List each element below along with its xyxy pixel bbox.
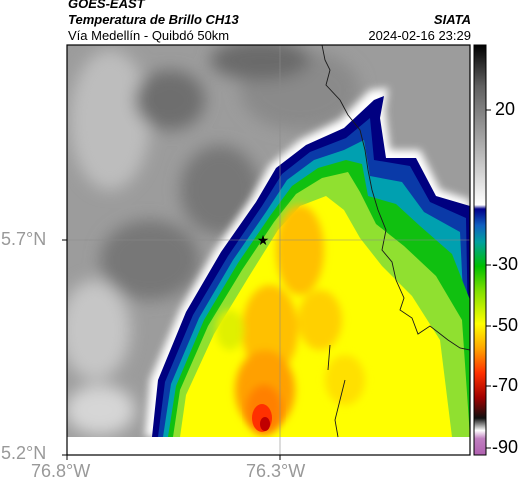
colorbar [473, 44, 491, 456]
colorbar-label-20: 20 [495, 99, 516, 119]
satellite-title: GOES-EAST [68, 0, 145, 11]
lat-label-5-2n: 5.2°N [1, 443, 47, 463]
station-marker: ★ [257, 232, 270, 248]
product-title: Temperatura de Brillo CH13 [68, 12, 239, 27]
axis-ticks [62, 239, 281, 460]
brightness-temperature-field [67, 45, 470, 455]
org-label: SIATA [433, 12, 471, 27]
colorbar-label-minus90: -90 [492, 437, 519, 457]
admin-borders [321, 45, 470, 438]
lon-label-76-3w: 76.3°W [246, 461, 306, 481]
graticule [67, 45, 470, 455]
colorbar-label-minus30: -30 [492, 254, 519, 274]
colorbar-label-minus50: -50 [492, 315, 519, 335]
colorbar-label-minus70: -70 [492, 375, 519, 395]
datetime-label: 2024-02-16 23:29 [368, 28, 471, 43]
lat-label-5-7n: 5.7°N [1, 229, 47, 249]
route-subtitle: Vía Medellín - Quibdó 50km [68, 28, 230, 43]
map-frame [66, 44, 471, 456]
lon-label-76-8w: 76.8°W [31, 461, 91, 481]
